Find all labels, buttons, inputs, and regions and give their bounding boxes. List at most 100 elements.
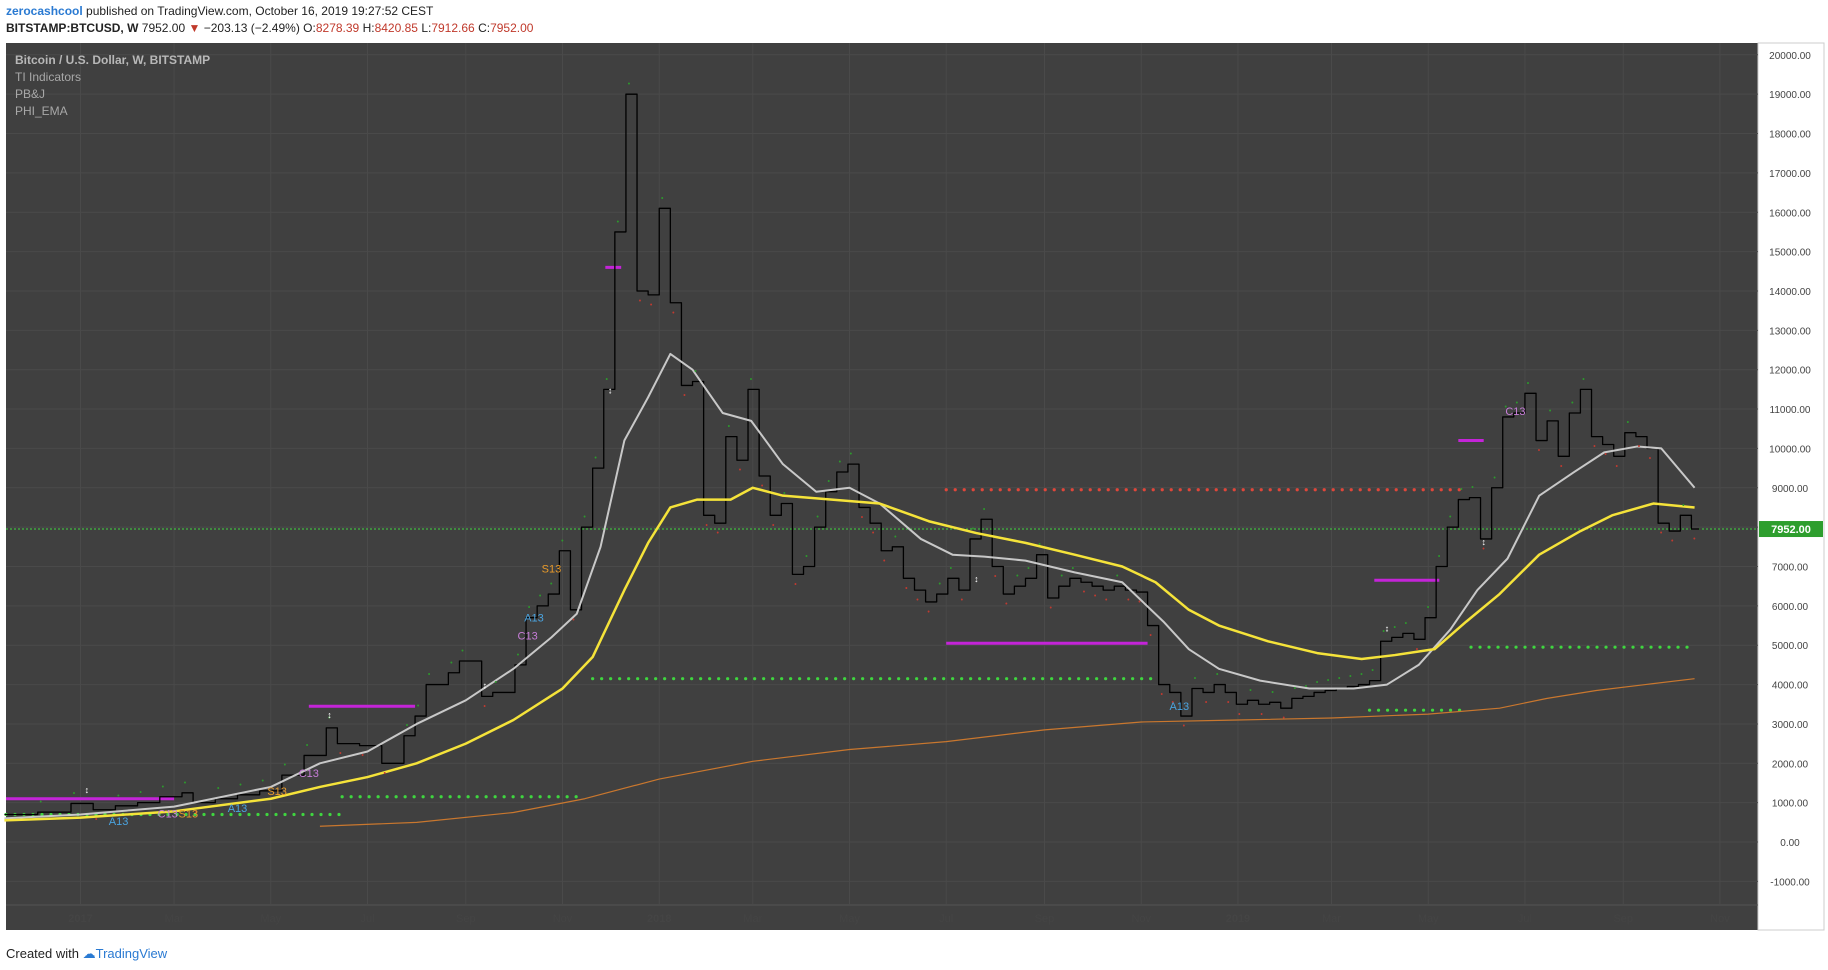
x-tick-label: Mar: [743, 913, 762, 925]
td-count-mark: •: [938, 581, 941, 588]
level-dot: [897, 677, 901, 681]
level-dot: [220, 812, 224, 817]
level-dot: [1568, 645, 1572, 649]
td-count-mark: •: [483, 703, 486, 710]
x-tick-label: May: [839, 913, 860, 925]
annotation-label: A13: [1169, 701, 1189, 713]
close-value: 7952.00: [490, 21, 534, 35]
level-dot: [1541, 645, 1545, 649]
level-dot: [184, 812, 188, 817]
td-count-mark: •: [384, 770, 387, 777]
level-dot: [556, 795, 560, 799]
level-dot: [1385, 708, 1390, 712]
level-dot: [547, 795, 551, 799]
level-dot: [1050, 677, 1054, 681]
annotation-label: C13: [1505, 406, 1525, 418]
level-dot: [834, 677, 838, 681]
legend-indicator-phi-ema: PHI_EMA: [15, 104, 68, 118]
td-count-mark: •: [261, 778, 264, 785]
y-tick-label: 16000.00: [1769, 208, 1811, 219]
level-dot: [1241, 488, 1245, 492]
td-count-mark: •: [1194, 676, 1197, 683]
td-count-mark: •: [1349, 674, 1352, 681]
level-dot: [1104, 677, 1108, 681]
open-value: 8278.39: [315, 21, 360, 35]
td-count-mark: •: [739, 467, 742, 474]
td-count-mark: •: [1460, 487, 1463, 494]
y-tick-label: 9000.00: [1772, 484, 1809, 495]
chart-panel: [6, 43, 1758, 930]
level-dot: [1358, 488, 1362, 492]
level-dot: [1041, 677, 1045, 681]
signal-arrow-icon: ↕: [85, 785, 90, 795]
td-count-mark: •: [1027, 565, 1030, 572]
high-label: H:: [362, 21, 375, 35]
td-count-mark: •: [1116, 573, 1119, 580]
td-count-mark: •: [1283, 715, 1286, 722]
td-count-mark: •: [550, 581, 553, 588]
td-count-mark: •: [1416, 646, 1419, 653]
td-count-mark: •: [561, 538, 564, 545]
level-dot: [1430, 708, 1435, 712]
level-dot: [1457, 488, 1461, 492]
level-dot: [1286, 488, 1290, 492]
td-count-mark: •: [1238, 711, 1241, 718]
created-with-text: Created with: [6, 946, 79, 961]
level-dot: [690, 677, 694, 681]
annotation-label: C13: [299, 768, 319, 780]
level-dot: [40, 812, 44, 817]
td-count-mark: •: [1482, 546, 1485, 553]
td-count-mark: •: [406, 723, 409, 730]
level-dot: [998, 488, 1002, 492]
td-count-mark: •: [361, 753, 364, 760]
series-ema-yellow: [4, 486, 1695, 822]
td-count-mark: •: [994, 573, 997, 580]
series-ema-white: [4, 352, 1696, 820]
level-dot: [1052, 488, 1056, 492]
level-dot: [753, 677, 757, 681]
x-tick-label: Jul: [1518, 913, 1532, 925]
td-count-mark: •: [1505, 404, 1508, 411]
low-label: L:: [421, 21, 432, 35]
price-chart[interactable]: • • • • • • • • • • • • • • • • • • • • • • • • • • • • • • • • • • • • • • • •…: [0, 0, 1828, 945]
level-dot: [1577, 645, 1581, 649]
td-count-mark: •: [1094, 593, 1097, 600]
level-dot: [565, 795, 569, 799]
td-count-mark: •: [1105, 597, 1108, 604]
author-name[interactable]: zerocashcool: [6, 4, 83, 18]
level-dot: [403, 795, 407, 799]
tradingview-link[interactable]: TradingView: [95, 946, 168, 961]
td-count-mark: •: [1671, 538, 1674, 545]
level-dot: [771, 677, 775, 681]
level-dot: [1685, 645, 1689, 649]
y-tick-label: 1000.00: [1772, 799, 1809, 810]
td-count-mark: •: [683, 392, 686, 399]
x-tick-label: 2017: [68, 913, 92, 925]
y-tick-label: 7000.00: [1772, 562, 1809, 573]
level-dot: [780, 677, 784, 681]
level-dot: [1349, 488, 1353, 492]
td-count-mark: •: [628, 81, 631, 88]
level-dot: [645, 677, 649, 681]
level-dot: [283, 812, 287, 817]
level-dot: [1496, 645, 1500, 649]
annotation-label: C13: [518, 630, 538, 642]
level-dot: [924, 677, 928, 681]
y-tick-label: 20000.00: [1769, 51, 1811, 62]
x-tick-label: Sep: [1613, 913, 1633, 925]
td-count-mark: •: [1649, 455, 1652, 462]
td-count-mark: •: [1338, 676, 1341, 683]
td-count-mark: •: [1205, 699, 1208, 706]
level-dot: [989, 488, 993, 492]
level-dot: [1322, 488, 1326, 492]
level-dot: [1250, 488, 1254, 492]
level-dot: [1412, 488, 1416, 492]
level-dot: [1505, 645, 1509, 649]
td-count-mark: •: [1471, 485, 1474, 492]
level-dot: [1532, 645, 1536, 649]
annotation-label: S13: [179, 809, 199, 821]
level-dot: [1277, 488, 1281, 492]
td-count-mark: •: [184, 780, 187, 787]
level-dot: [349, 795, 353, 799]
td-count-mark: •: [328, 715, 331, 722]
